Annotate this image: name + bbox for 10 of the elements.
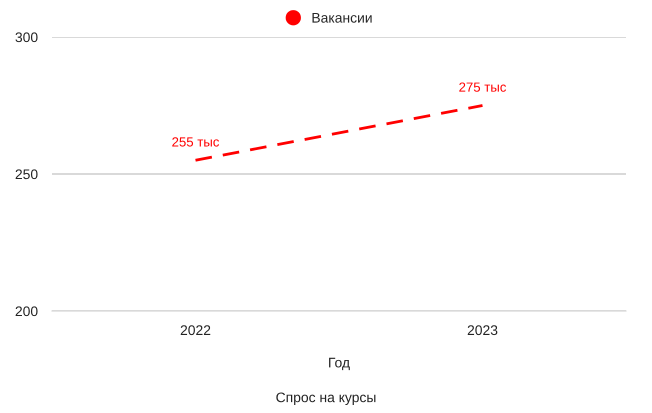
data-label: 255 тыс (172, 137, 220, 147)
x-axis-title: Год (329, 358, 350, 370)
x-tick-label: 2023 (468, 325, 498, 336)
y-tick-label: 250 (16, 169, 38, 180)
y-tick-label: 200 (16, 306, 38, 316)
x-tick-label: 2022 (180, 325, 210, 336)
data-label: 275 тыс (459, 82, 506, 92)
legend-label: Вакансии (312, 13, 372, 23)
text: Спрос на курсы (276, 392, 376, 406)
y-tick-label: 300 (15, 32, 38, 42)
